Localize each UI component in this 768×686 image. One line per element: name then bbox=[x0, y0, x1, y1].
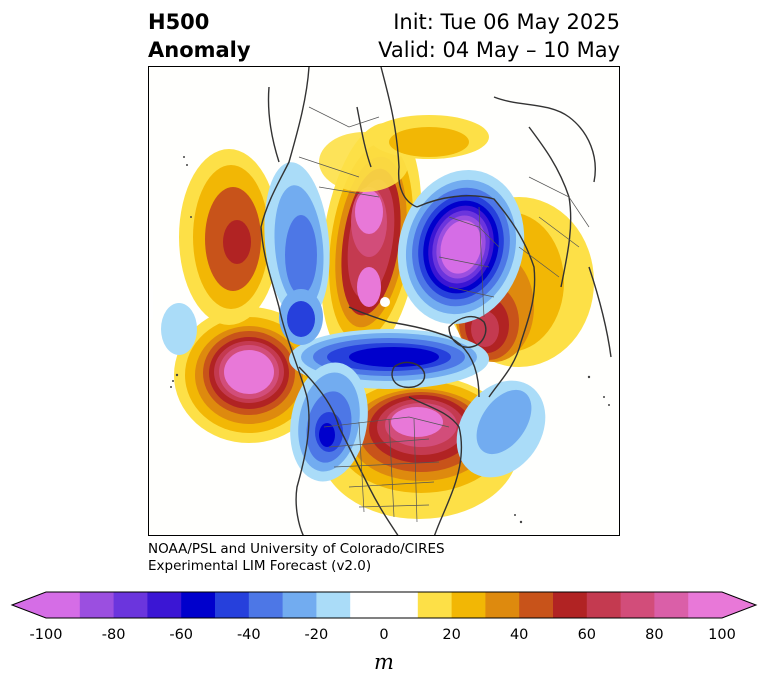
colorbar-tick-label: -60 bbox=[169, 627, 194, 643]
colorbar-extend-high bbox=[722, 592, 756, 618]
credit-line-2: Experimental LIM Forecast (v2.0) bbox=[148, 558, 372, 574]
anomaly-map bbox=[148, 66, 620, 536]
colorbar-tick-label: -80 bbox=[101, 627, 126, 643]
valid-period: Valid: 04 May – 10 May bbox=[378, 38, 620, 62]
anomaly-siberia-high bbox=[319, 115, 489, 362]
colorbar-segment bbox=[113, 592, 148, 618]
colorbar-outline bbox=[10, 591, 758, 619]
colorbar-segment bbox=[451, 592, 486, 618]
political-boundaries bbox=[298, 106, 590, 523]
anomaly-europe-low bbox=[397, 169, 525, 325]
colorbar-unit: m bbox=[374, 650, 394, 674]
islands bbox=[170, 156, 610, 524]
credit-line-1: NOAA/PSL and University of Colorado/CIRE… bbox=[148, 541, 445, 557]
colorbar-segment bbox=[384, 592, 419, 618]
colorbar-segment bbox=[620, 592, 655, 618]
colorbar-segment bbox=[316, 592, 351, 618]
init-date: Init: Tue 06 May 2025 bbox=[393, 10, 620, 34]
title-field: Anomaly bbox=[148, 38, 251, 62]
colorbar-segment bbox=[248, 592, 284, 618]
colorbar-segments bbox=[46, 592, 723, 618]
colorbar-segment bbox=[553, 592, 588, 618]
coastlines bbox=[260, 67, 612, 535]
title-right: Init: Tue 06 May 2025 Valid: 04 May – 10… bbox=[378, 8, 620, 64]
title-left: H500 Anomaly bbox=[148, 8, 251, 64]
title-variable: H500 bbox=[148, 10, 210, 34]
colorbar-segment bbox=[417, 592, 453, 618]
colorbar-tick-label: 60 bbox=[577, 627, 597, 643]
credit-text: NOAA/PSL and University of Colorado/CIRE… bbox=[148, 541, 445, 575]
anomaly-west-pacific-low bbox=[161, 303, 197, 355]
colorbar-segment bbox=[688, 592, 723, 618]
colorbar-tick-label: -40 bbox=[236, 627, 261, 643]
anomaly-atlantic-low bbox=[456, 380, 546, 478]
colorbar-extend-low bbox=[12, 592, 46, 618]
seam-gap bbox=[149, 285, 153, 319]
colorbar bbox=[10, 591, 758, 619]
anomaly-archipelago-high bbox=[319, 375, 519, 519]
colorbar-segment bbox=[181, 592, 216, 618]
colorbar-segment bbox=[586, 592, 622, 618]
colorbar-segment bbox=[282, 592, 317, 618]
colorbar-tick-label: 0 bbox=[379, 627, 389, 643]
colorbar-tick-label: -20 bbox=[304, 627, 329, 643]
colorbar-tick-label: 20 bbox=[442, 627, 461, 643]
colorbar-segment bbox=[215, 592, 250, 618]
colorbar-segment bbox=[485, 592, 520, 618]
pole-hole bbox=[380, 297, 390, 307]
anomaly-alaska-high bbox=[179, 149, 279, 325]
anomaly-western-us-low bbox=[290, 362, 368, 482]
map-canvas bbox=[149, 67, 619, 535]
colorbar-segment bbox=[147, 592, 182, 618]
colorbar-segment bbox=[350, 592, 385, 618]
colorbar-tick-label: 100 bbox=[708, 627, 736, 643]
anomaly-siberia-low bbox=[264, 162, 330, 345]
colorbar-segment bbox=[654, 592, 689, 618]
colorbar-tick-label: -100 bbox=[29, 627, 63, 643]
colorbar-tick-label: 40 bbox=[509, 627, 529, 643]
colorbar-tick-label: 80 bbox=[645, 627, 664, 643]
colorbar-segment bbox=[46, 592, 81, 618]
colorbar-segment bbox=[519, 592, 554, 618]
anomaly-pacific-high bbox=[174, 307, 324, 443]
colorbar-segment bbox=[79, 592, 115, 618]
